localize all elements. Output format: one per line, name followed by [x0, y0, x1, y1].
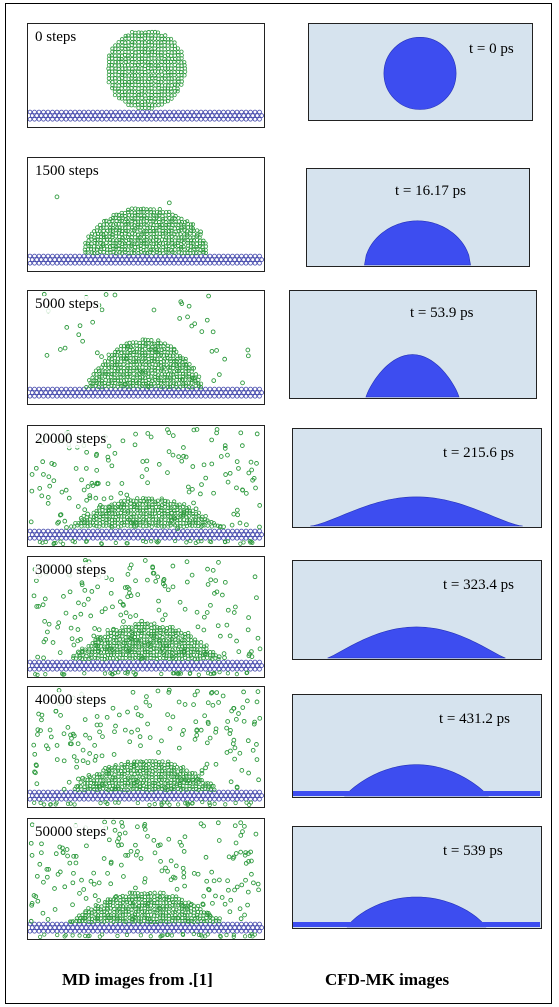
md-panel: 30000 steps	[27, 556, 265, 678]
md-step-label: 1500 steps	[34, 163, 100, 180]
cfd-droplet	[327, 626, 506, 659]
cfd-time-label: t = 215.6 ps	[443, 445, 514, 461]
md-panel: 0 steps	[27, 23, 265, 128]
md-snapshot	[28, 291, 264, 399]
cfd-panel: t = 323.4 ps	[292, 560, 542, 660]
cfd-droplet	[344, 764, 489, 797]
md-snapshot	[28, 427, 264, 546]
cfd-snapshot	[365, 354, 460, 398]
md-panel: 1500 steps	[27, 157, 265, 272]
md-panel: 20000 steps	[27, 425, 265, 547]
md-substrate	[28, 659, 264, 672]
md-step-label: 30000 steps	[34, 562, 108, 579]
md-substrate	[28, 386, 264, 399]
cfd-panel: t = 431.2 ps	[292, 694, 542, 798]
md-droplet	[54, 167, 209, 256]
caption-cfd: CFD-MK images	[325, 970, 450, 989]
md-panel: 40000 steps	[27, 686, 265, 808]
md-snapshot	[28, 167, 264, 266]
md-step-label: 20000 steps	[34, 431, 108, 448]
cfd-time-label: t = 431.2 ps	[439, 711, 510, 727]
cfd-film	[293, 922, 540, 927]
cfd-panel: t = 53.9 ps	[289, 290, 537, 399]
md-panel: 5000 steps	[27, 290, 265, 405]
md-panel: 50000 steps	[27, 818, 265, 940]
md-droplet	[106, 29, 188, 111]
cfd-snapshot	[310, 496, 523, 527]
md-snapshot	[28, 819, 264, 939]
md-step-label: 50000 steps	[34, 824, 108, 841]
md-substrate	[28, 921, 264, 934]
cfd-panel: t = 0 ps	[308, 23, 533, 121]
cfd-time-label: t = 16.17 ps	[395, 183, 466, 199]
cfd-time-label: t = 0 ps	[469, 41, 514, 57]
md-substrate	[28, 528, 264, 541]
cfd-panel: t = 215.6 ps	[292, 428, 542, 528]
figure-frame	[5, 3, 552, 1004]
cfd-time-label: t = 323.4 ps	[443, 577, 514, 593]
md-step-label: 0 steps	[34, 29, 78, 46]
cfd-time-label: t = 53.9 ps	[410, 305, 474, 321]
md-droplet	[31, 687, 263, 807]
cfd-droplet	[310, 496, 523, 527]
cfd-panel: t = 16.17 ps	[306, 168, 530, 267]
md-step-label: 40000 steps	[34, 692, 108, 709]
cfd-snapshot	[364, 220, 471, 266]
md-snapshot	[28, 29, 264, 122]
cfd-snapshot	[293, 764, 540, 797]
md-substrate	[28, 789, 264, 802]
cfd-film	[293, 791, 540, 796]
caption-md: MD images from .[1]	[62, 970, 213, 989]
md-substrate	[28, 253, 264, 266]
md-snapshot	[28, 557, 264, 677]
cfd-snapshot	[293, 896, 540, 928]
cfd-droplet	[346, 896, 487, 928]
cfd-panel: t = 539 ps	[292, 826, 542, 929]
md-droplet	[28, 819, 261, 939]
cfd-time-label: t = 539 ps	[443, 843, 503, 859]
md-snapshot	[28, 687, 264, 807]
cfd-droplet	[365, 354, 460, 398]
md-droplet	[31, 557, 263, 677]
cfd-snapshot	[383, 37, 457, 110]
cfd-droplet	[383, 37, 457, 110]
cfd-snapshot	[327, 626, 506, 659]
md-droplet	[41, 291, 251, 390]
md-step-label: 5000 steps	[34, 296, 100, 313]
md-substrate	[28, 109, 264, 122]
md-droplet	[28, 427, 263, 546]
cfd-droplet	[364, 220, 471, 266]
